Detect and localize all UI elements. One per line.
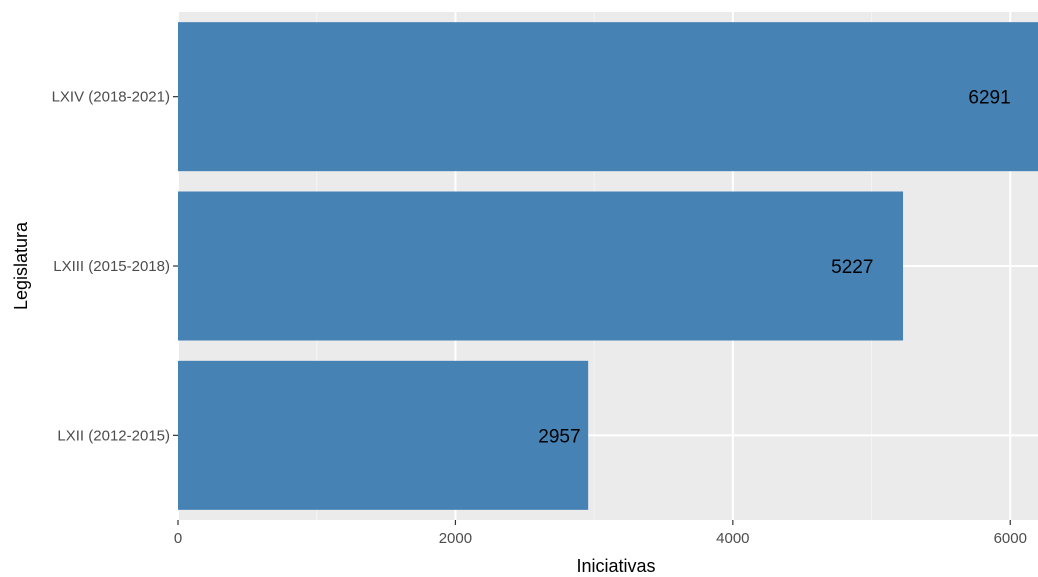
bar <box>178 22 1038 172</box>
bar-labels: 2957 5227 6291 <box>538 88 1010 448</box>
y-axis: LXII (2012-2015) LXIII (2015-2018) LXIV (2… <box>52 89 178 444</box>
y-tick-label: LXIV (2018-2021) <box>52 89 170 106</box>
x-tick-label: 2000 <box>439 530 472 547</box>
x-axis: 0 2000 4000 6000 <box>174 520 1027 547</box>
x-tick-label: 4000 <box>716 530 749 547</box>
bars <box>178 22 1038 510</box>
bar <box>178 360 589 510</box>
y-tick-label: LXIII (2015-2018) <box>53 258 170 275</box>
bar-value-label: 2957 <box>538 426 580 447</box>
bar-value-label: 6291 <box>968 88 1010 109</box>
y-axis-title: Legislatura <box>11 221 31 310</box>
y-tick-label: LXII (2012-2015) <box>57 427 170 444</box>
x-axis-title: Iniciativas <box>576 556 655 576</box>
x-tick-label: 0 <box>174 530 182 547</box>
x-tick-label: 6000 <box>994 530 1027 547</box>
bar-value-label: 5227 <box>831 257 873 278</box>
bar <box>178 191 904 341</box>
